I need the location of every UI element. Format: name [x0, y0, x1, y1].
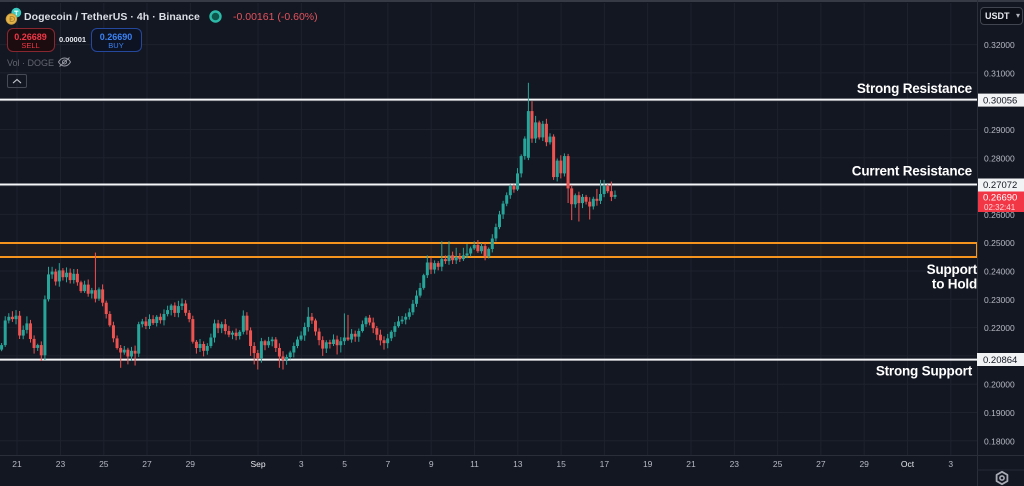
svg-text:17: 17	[600, 459, 610, 469]
svg-text:0.19000: 0.19000	[984, 408, 1015, 418]
svg-text:Oct: Oct	[901, 459, 915, 469]
svg-text:0.26000: 0.26000	[984, 210, 1015, 220]
svg-text:0.24000: 0.24000	[984, 267, 1015, 277]
svg-text:23: 23	[56, 459, 66, 469]
svg-text:Strong Resistance: Strong Resistance	[857, 81, 973, 96]
svg-text:19: 19	[643, 459, 653, 469]
svg-text:3: 3	[948, 459, 953, 469]
svg-text:Sep: Sep	[250, 459, 265, 469]
svg-text:Support: Support	[927, 262, 978, 277]
svg-text:13: 13	[513, 459, 523, 469]
svg-text:25: 25	[99, 459, 109, 469]
svg-text:23: 23	[730, 459, 740, 469]
svg-text:11: 11	[470, 459, 479, 469]
svg-text:29: 29	[859, 459, 869, 469]
svg-text:21: 21	[686, 459, 696, 469]
svg-text:0.22000: 0.22000	[984, 323, 1015, 333]
svg-text:0.31000: 0.31000	[984, 68, 1015, 78]
svg-text:0.18000: 0.18000	[984, 436, 1015, 446]
svg-text:7: 7	[386, 459, 391, 469]
svg-text:0.26690: 0.26690	[983, 193, 1017, 204]
svg-text:0.23000: 0.23000	[984, 295, 1015, 305]
svg-text:27: 27	[816, 459, 826, 469]
svg-text:0.28000: 0.28000	[984, 153, 1015, 163]
svg-text:3: 3	[299, 459, 304, 469]
svg-text:9: 9	[429, 459, 434, 469]
svg-text:5: 5	[342, 459, 347, 469]
svg-text:0.27072: 0.27072	[983, 180, 1017, 191]
svg-text:0.25000: 0.25000	[984, 238, 1015, 248]
svg-text:25: 25	[773, 459, 783, 469]
svg-text:0.29000: 0.29000	[984, 125, 1015, 135]
svg-text:to Hold: to Hold	[932, 277, 977, 292]
svg-text:0.30056: 0.30056	[983, 95, 1017, 106]
svg-text:0.20000: 0.20000	[984, 380, 1015, 390]
svg-text:0.32000: 0.32000	[984, 40, 1015, 50]
svg-text:0.20864: 0.20864	[983, 355, 1017, 366]
svg-text:Current Resistance: Current Resistance	[852, 164, 973, 179]
svg-text:29: 29	[186, 459, 196, 469]
svg-text:Strong Support: Strong Support	[876, 364, 973, 379]
svg-text:02:32:41: 02:32:41	[984, 203, 1016, 212]
svg-text:15: 15	[556, 459, 566, 469]
svg-text:27: 27	[142, 459, 152, 469]
svg-text:21: 21	[12, 459, 22, 469]
